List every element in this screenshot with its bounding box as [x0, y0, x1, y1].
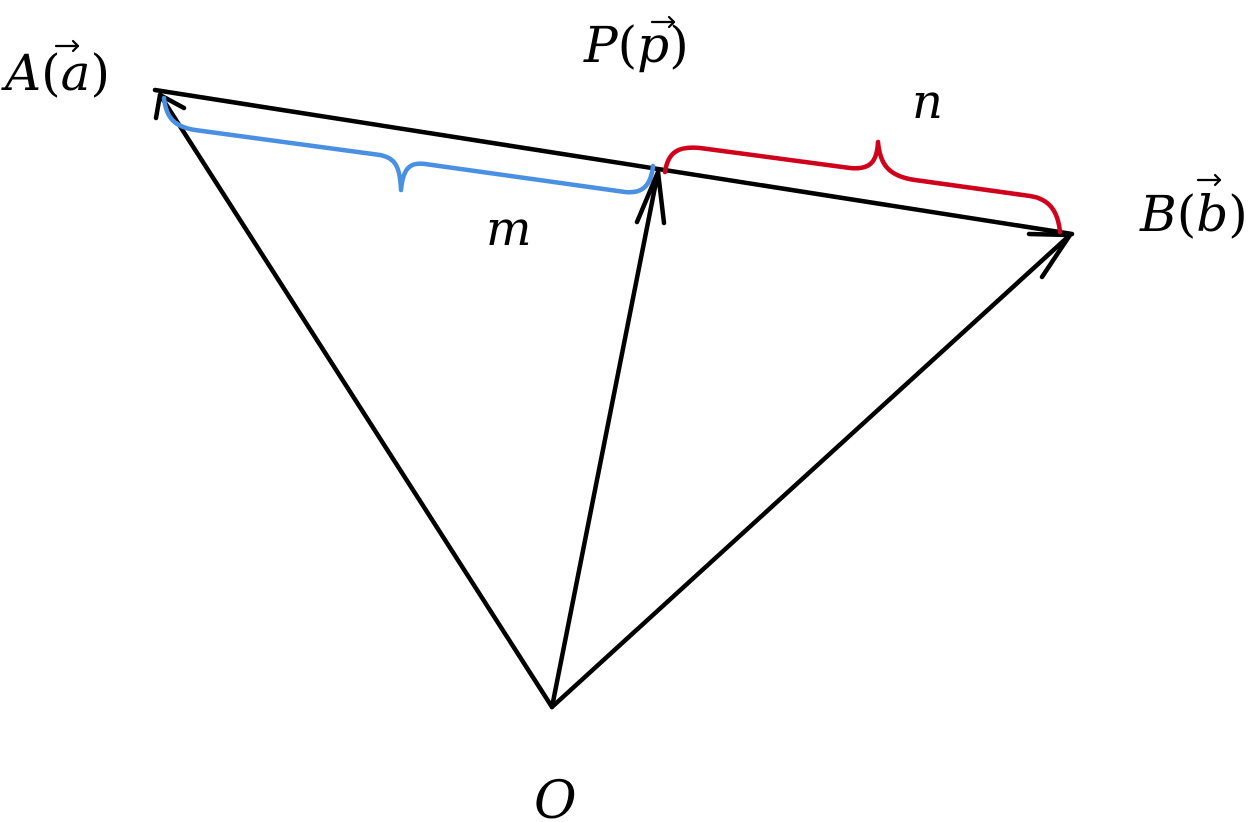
brace-m [161, 95, 656, 195]
svg-text:B(b): B(b) [1139, 185, 1248, 243]
vector-arrow-a-icon [54, 39, 80, 53]
label-point-a: A(a) [1, 39, 110, 102]
brace-n [662, 139, 1063, 235]
label-segment-n: n [912, 74, 943, 130]
arrowhead-b [1026, 231, 1073, 280]
label-segment-m: m [486, 201, 532, 257]
vector-ob [549, 232, 1073, 710]
arrowhead-p [634, 169, 667, 226]
vector-oa [157, 92, 555, 710]
vector-op [549, 169, 661, 710]
vector-arrow-b-icon [1196, 173, 1222, 187]
svg-text:A(a): A(a) [1, 44, 110, 102]
svg-text:P(p): P(p) [583, 16, 689, 74]
label-point-b: B(b) [1139, 173, 1248, 243]
arrowhead-a [153, 92, 187, 121]
vector-arrow-p-icon [650, 15, 676, 29]
segment-ab [152, 87, 1075, 237]
label-point-p: P(p) [583, 15, 689, 74]
label-origin-o: O [534, 771, 577, 822]
